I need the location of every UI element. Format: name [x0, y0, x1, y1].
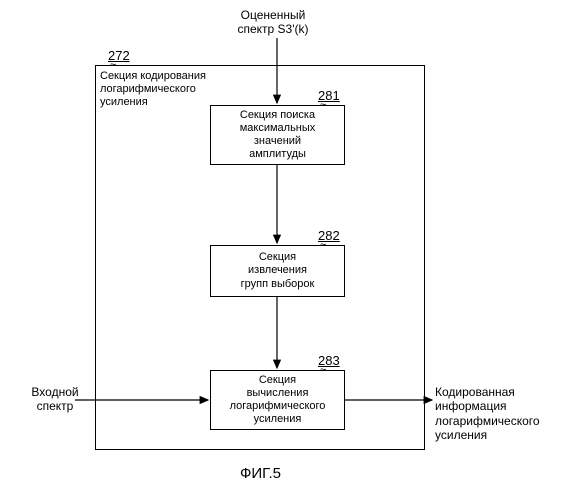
block3-l4: усиления: [254, 413, 302, 425]
block1-l4: амплитуды: [249, 148, 306, 160]
input-top-l2: спектр S3'(k): [237, 22, 308, 36]
output-right-l2: логарифмического усиления: [435, 414, 540, 442]
block-3: Секция вычисления логарифмического усиле…: [210, 370, 345, 430]
input-left-label: Входной спектр: [20, 385, 90, 414]
outer-title-l2: логарифмического: [100, 83, 196, 95]
block3-l3: логарифмического: [230, 400, 326, 412]
block2-l3: групп выборок: [241, 278, 315, 290]
block3-l2: вычисления: [247, 387, 309, 399]
input-top-l1: Оцененный: [241, 8, 306, 22]
outer-title-l1: Секция кодирования: [100, 70, 206, 82]
input-left-l2: спектр: [37, 399, 74, 413]
block1-l1: Секция поиска: [240, 109, 315, 121]
block-2: Секция извлечения групп выборок: [210, 245, 345, 297]
input-top-label: Оцененный спектр S3'(k): [208, 8, 338, 37]
block1-l3: значений: [254, 135, 301, 147]
outer-title-l3: усиления: [100, 96, 148, 108]
input-left-l1: Входной: [31, 385, 78, 399]
block3-l1: Секция: [259, 374, 296, 386]
output-right-l1: Кодированная информация: [435, 385, 515, 413]
block-1: Секция поиска максимальных значений ампл…: [210, 105, 345, 165]
outer-title: Секция кодирования логарифмического усил…: [100, 70, 240, 110]
block1-l2: максимальных: [240, 122, 316, 134]
output-right-label: Кодированная информация логарифмического…: [435, 385, 580, 443]
figure-label: ФИГ.5: [240, 465, 281, 483]
block2-l1: Секция: [259, 251, 296, 263]
block2-l2: извлечения: [248, 264, 307, 276]
